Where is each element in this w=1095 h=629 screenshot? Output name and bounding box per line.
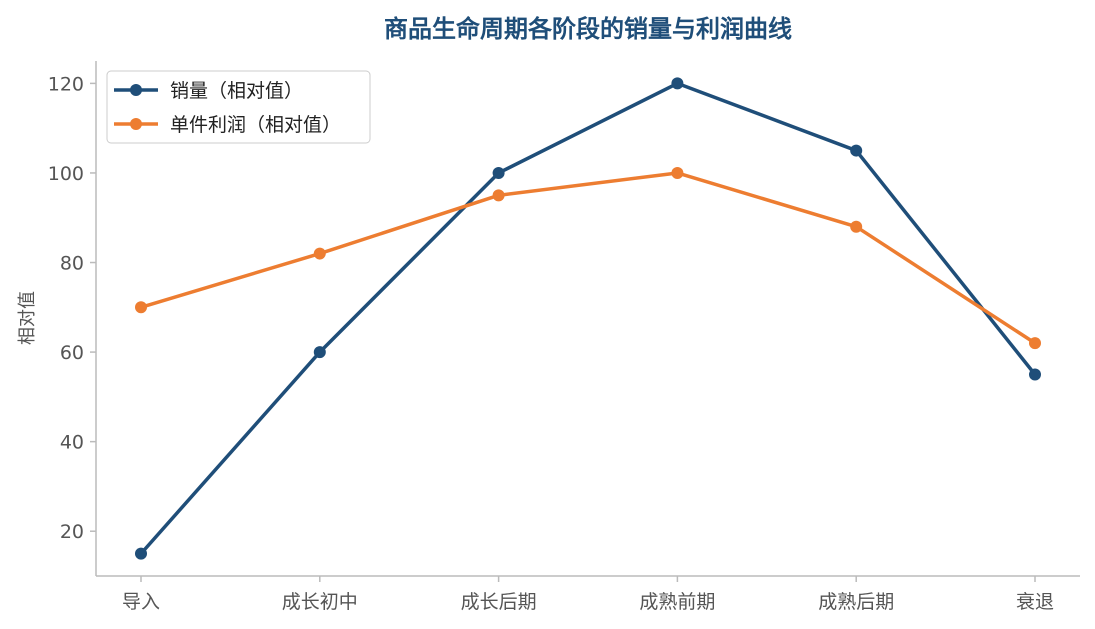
legend-marker-icon — [130, 84, 142, 96]
x-tick-label: 成熟前期 — [639, 591, 715, 613]
x-tick-label: 衰退 — [1016, 591, 1054, 613]
data-point — [671, 77, 684, 90]
series-line — [139, 81, 1037, 555]
y-tick-label: 20 — [60, 521, 84, 543]
series-1 — [135, 77, 1041, 560]
data-point — [135, 301, 147, 314]
chart-title: 商品生命周期各阶段的销量与利润曲线 — [384, 15, 792, 43]
y-axis-label: 相对值 — [17, 291, 38, 345]
y-ticks: 20 40 60 80 100 120 — [48, 73, 96, 543]
data-point — [492, 189, 505, 202]
data-point — [1029, 368, 1041, 381]
x-tick-label: 导入 — [122, 591, 160, 613]
x-tick-label: 成熟后期 — [818, 591, 894, 613]
series-2 — [135, 166, 1041, 350]
legend-item: 单件利润（相对值） — [114, 114, 341, 136]
data-point — [135, 547, 147, 560]
legend-label: 销量（相对值） — [170, 80, 303, 102]
legend-item: 销量（相对值） — [114, 80, 303, 102]
data-point — [671, 166, 684, 179]
data-point — [313, 346, 326, 359]
series-layer — [135, 77, 1041, 560]
y-tick-label: 60 — [60, 342, 84, 364]
data-point — [850, 220, 863, 233]
y-tick-label: 80 — [60, 253, 84, 275]
x-tick-label: 成长后期 — [461, 591, 537, 613]
x-ticks: 导入 成长初中 成长后期 成熟前期 成熟后期 衰退 — [122, 576, 1054, 613]
legend-box — [106, 70, 371, 144]
data-point — [492, 166, 505, 179]
data-point — [1029, 337, 1041, 350]
data-point — [313, 247, 326, 260]
data-point — [850, 144, 863, 157]
y-tick-label: 40 — [60, 432, 84, 454]
legend: 销量（相对值） 单件利润（相对值） — [106, 70, 371, 144]
x-tick-label: 成长初中 — [282, 591, 358, 613]
legend-label: 单件利润（相对值） — [170, 114, 341, 136]
y-tick-label: 120 — [48, 73, 84, 95]
y-tick-label: 100 — [48, 163, 84, 185]
series-line — [140, 171, 1036, 345]
legend-marker-icon — [130, 118, 142, 130]
